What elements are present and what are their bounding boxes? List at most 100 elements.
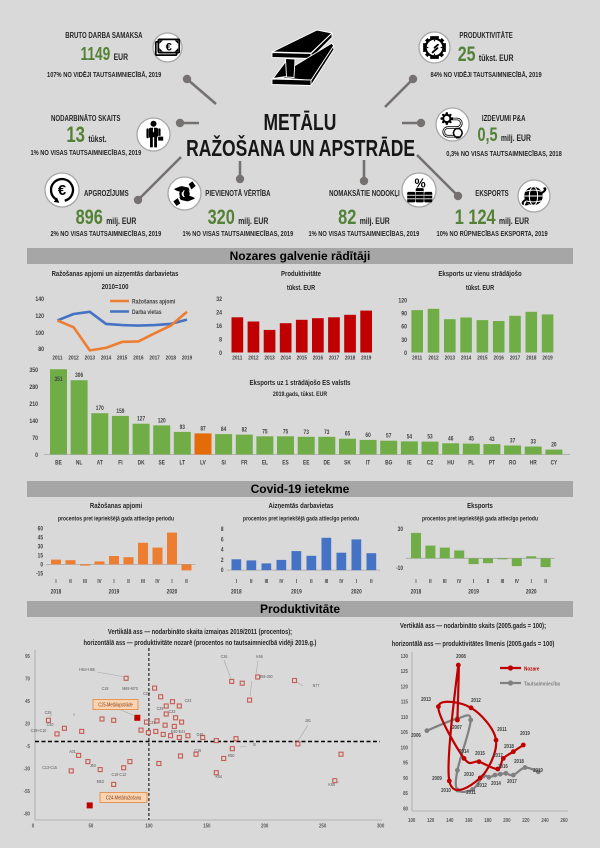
svg-text:C20: C20	[143, 691, 150, 697]
svg-text:30: 30	[398, 527, 403, 534]
svg-text:2018: 2018	[504, 744, 514, 751]
svg-text:-30: -30	[24, 766, 31, 773]
svg-text:C13-C15: C13-C15	[42, 765, 57, 771]
svg-text:RO: RO	[509, 460, 516, 467]
svg-text:2009: 2009	[432, 776, 442, 783]
svg-text:30: 30	[401, 337, 407, 344]
svg-text:2017: 2017	[507, 779, 517, 786]
svg-text:Produktivitāte: Produktivitāte	[281, 270, 321, 278]
svg-text:170: 170	[96, 406, 104, 413]
svg-text:C29+C10: C29+C10	[31, 728, 47, 734]
svg-text:J50: J50	[90, 763, 97, 769]
svg-text:procentos pret iepriekšējā gad: procentos pret iepriekšējā gada attiecīg…	[422, 516, 538, 523]
svg-text:2013: 2013	[85, 355, 95, 362]
svg-text:8: 8	[221, 527, 224, 534]
svg-text:%: %	[414, 176, 425, 190]
svg-text:2019: 2019	[520, 731, 530, 738]
svg-text:200: 200	[261, 823, 269, 830]
svg-text:2019: 2019	[182, 355, 192, 362]
svg-text:Ražošanas apjomi: Ražošanas apjomi	[90, 502, 142, 510]
svg-text:III: III	[325, 579, 329, 586]
svg-text:2018: 2018	[411, 589, 422, 596]
svg-text:-80: -80	[24, 811, 31, 818]
svg-text:2014: 2014	[459, 749, 469, 756]
svg-text:2015: 2015	[477, 355, 487, 362]
svg-text:B: B	[253, 742, 256, 748]
svg-text:I: I	[296, 579, 298, 586]
svg-text:tūkst. EUR: tūkst. EUR	[466, 284, 495, 292]
svg-text:100: 100	[408, 818, 416, 825]
svg-text:2017: 2017	[329, 355, 339, 362]
svg-text:2010: 2010	[441, 788, 451, 795]
svg-text:I: I	[171, 579, 173, 586]
svg-text:130: 130	[401, 654, 409, 661]
svg-text:M53: M53	[97, 779, 105, 785]
svg-text:LT: LT	[180, 460, 186, 467]
svg-text:Darba vietas: Darba vietas	[132, 310, 161, 317]
svg-text:procentos pret iepriekšējā gad: procentos pret iepriekšējā gada attiecīg…	[58, 516, 174, 523]
svg-text:84: 84	[221, 427, 226, 434]
svg-text:127: 127	[137, 416, 145, 423]
svg-text:120: 120	[158, 418, 166, 425]
svg-text:K66: K66	[256, 654, 263, 660]
svg-text:H64+H65: H64+H65	[79, 667, 95, 673]
svg-text:2018: 2018	[345, 355, 355, 362]
svg-text:0: 0	[219, 350, 223, 357]
svg-text:120: 120	[427, 818, 435, 825]
svg-text:2016: 2016	[133, 355, 143, 362]
svg-text:100: 100	[401, 745, 409, 752]
svg-text:I: I	[531, 579, 533, 586]
svg-text:2018: 2018	[231, 589, 242, 596]
svg-text:45: 45	[469, 436, 474, 443]
svg-text:EL: EL	[262, 460, 269, 467]
svg-text:0: 0	[35, 453, 39, 460]
svg-text:I: I	[73, 712, 74, 718]
svg-text:60: 60	[365, 432, 370, 439]
svg-text:300: 300	[377, 823, 385, 830]
svg-text:90: 90	[401, 311, 407, 318]
svg-text:90: 90	[403, 775, 408, 782]
svg-text:120: 120	[35, 314, 44, 321]
svg-text:210: 210	[29, 402, 38, 409]
svg-text:0: 0	[221, 568, 224, 575]
svg-text:III: III	[265, 579, 269, 586]
svg-text:IE: IE	[407, 460, 412, 467]
svg-text:2017: 2017	[510, 355, 520, 362]
svg-text:250: 250	[319, 823, 327, 830]
svg-text:2017: 2017	[493, 753, 503, 760]
svg-text:Ražošanas apjomi un aizņemtās: Ražošanas apjomi un aizņemtās darbavieta…	[52, 270, 179, 278]
svg-text:2018: 2018	[51, 589, 62, 596]
svg-text:II: II	[429, 579, 432, 586]
svg-text:80: 80	[38, 346, 44, 353]
svg-text:LV: LV	[200, 460, 206, 467]
svg-text:CZ: CZ	[427, 460, 434, 467]
svg-text:120: 120	[401, 684, 409, 691]
svg-text:2016: 2016	[313, 355, 323, 362]
svg-text:2: 2	[221, 557, 224, 564]
svg-text:Aizņemtās darbavietas: Aizņemtās darbavietas	[269, 502, 334, 510]
svg-text:70: 70	[32, 436, 38, 443]
svg-text:2015: 2015	[297, 355, 307, 362]
svg-text:2019: 2019	[542, 355, 552, 362]
svg-text:2014: 2014	[461, 355, 471, 362]
svg-text:2015: 2015	[475, 751, 485, 758]
svg-text:0: 0	[32, 823, 35, 830]
svg-text:IV: IV	[155, 579, 160, 586]
svg-text:100: 100	[145, 823, 153, 830]
svg-text:Eksports uz vienu strādājošo: Eksports uz vienu strādājošo	[438, 270, 521, 278]
svg-text:II: II	[69, 579, 72, 586]
svg-text:60: 60	[38, 526, 43, 533]
svg-text:240: 240	[541, 818, 549, 825]
svg-text:€: €	[165, 41, 172, 53]
svg-text:C18: C18	[102, 686, 109, 692]
svg-text:HU: HU	[447, 460, 454, 467]
svg-text:350: 350	[29, 368, 38, 375]
svg-text:J59-J60: J59-J60	[259, 674, 273, 680]
svg-text:I: I	[236, 579, 238, 586]
svg-text:85: 85	[403, 791, 408, 798]
svg-text:C10-C12: C10-C12	[111, 772, 126, 778]
svg-text:G46: G46	[197, 732, 205, 738]
svg-text:4: 4	[221, 547, 224, 554]
svg-text:-5: -5	[26, 744, 30, 751]
svg-text:II: II	[487, 579, 490, 586]
